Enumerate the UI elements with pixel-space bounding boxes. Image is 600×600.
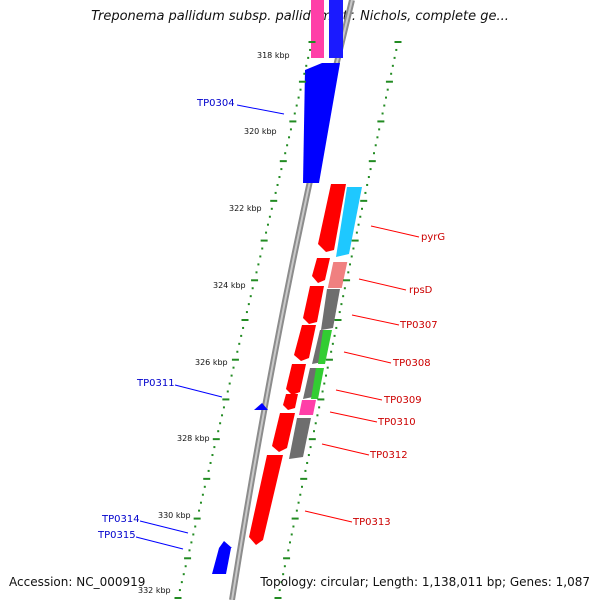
- label-TP0314[interactable]: TP0314: [101, 514, 140, 525]
- gene-top-blue[interactable]: [329, 0, 343, 58]
- left-gene-labels: TP0304 TP0311 TP0314 TP0315: [97, 98, 235, 541]
- label-TP0311[interactable]: TP0311: [136, 378, 175, 389]
- annot-TP0307[interactable]: [321, 289, 340, 330]
- left-connectors: [135, 104, 285, 550]
- label-pyrG[interactable]: pyrG: [421, 232, 445, 243]
- label-TP0313[interactable]: TP0313: [352, 517, 391, 528]
- tick-label-320: 320 kbp: [244, 127, 277, 136]
- annot-TP0312[interactable]: [289, 418, 311, 459]
- gene-TP0311[interactable]: [254, 403, 268, 410]
- label-TP0308[interactable]: TP0308: [392, 358, 431, 369]
- tick-label-332: 332 kbp: [138, 586, 171, 595]
- gene-TP0304[interactable]: [303, 63, 340, 183]
- gene-TP0308-red[interactable]: [294, 325, 316, 361]
- gene-TP0314[interactable]: [219, 541, 232, 548]
- right-connectors: [304, 225, 420, 523]
- annot-TP0309-grey[interactable]: [303, 368, 318, 399]
- label-rpsD[interactable]: rpsD: [409, 285, 433, 296]
- gene-red-2[interactable]: [312, 258, 330, 283]
- gene-TP0315[interactable]: [212, 548, 231, 574]
- gene-TP0310-red[interactable]: [283, 394, 298, 410]
- label-TP0307[interactable]: TP0307: [399, 320, 438, 331]
- label-TP0310[interactable]: TP0310: [377, 417, 416, 428]
- inner-ticks: [174, 41, 316, 599]
- gene-top-magenta[interactable]: [311, 0, 324, 58]
- tick-label-318: 318 kbp: [257, 51, 290, 60]
- annot-pyrG[interactable]: [336, 187, 362, 257]
- topology-text: Topology: circular; Length: 1,138,011 bp…: [260, 575, 590, 589]
- annot-TP0310[interactable]: [299, 400, 316, 415]
- tick-label-322: 322 kbp: [229, 204, 262, 213]
- gene-TP0309-red[interactable]: [286, 364, 306, 395]
- gene-TP0313-red[interactable]: [249, 455, 283, 545]
- tick-label-330: 330 kbp: [158, 511, 191, 520]
- tick-label-326: 326 kbp: [195, 358, 228, 367]
- annot-TP0309-green[interactable]: [311, 368, 324, 399]
- label-TP0309[interactable]: TP0309: [383, 395, 422, 406]
- annot-TP0308-green[interactable]: [318, 330, 332, 364]
- gene-TP0312-red[interactable]: [272, 413, 295, 452]
- annot-rpsD[interactable]: [327, 262, 348, 288]
- tick-label-324: 324 kbp: [213, 281, 246, 290]
- kbp-labels: 318 kbp 320 kbp 322 kbp 324 kbp 326 kbp …: [138, 51, 290, 595]
- map-title: Treponema pallidum subsp. pallidum str. …: [91, 9, 509, 24]
- gene-pyrG[interactable]: [318, 184, 346, 252]
- label-TP0312[interactable]: TP0312: [369, 450, 408, 461]
- outer-ticks: [274, 41, 402, 599]
- tick-label-328: 328 kbp: [177, 434, 210, 443]
- label-TP0304[interactable]: TP0304: [196, 98, 235, 109]
- gene-TP0307-red[interactable]: [303, 286, 324, 324]
- accession-text: Accession: NC_000919: [9, 575, 146, 589]
- right-gene-labels: pyrG rpsD TP0307 TP0308 TP0309 TP0310 TP…: [352, 232, 445, 528]
- label-TP0315[interactable]: TP0315: [97, 530, 136, 541]
